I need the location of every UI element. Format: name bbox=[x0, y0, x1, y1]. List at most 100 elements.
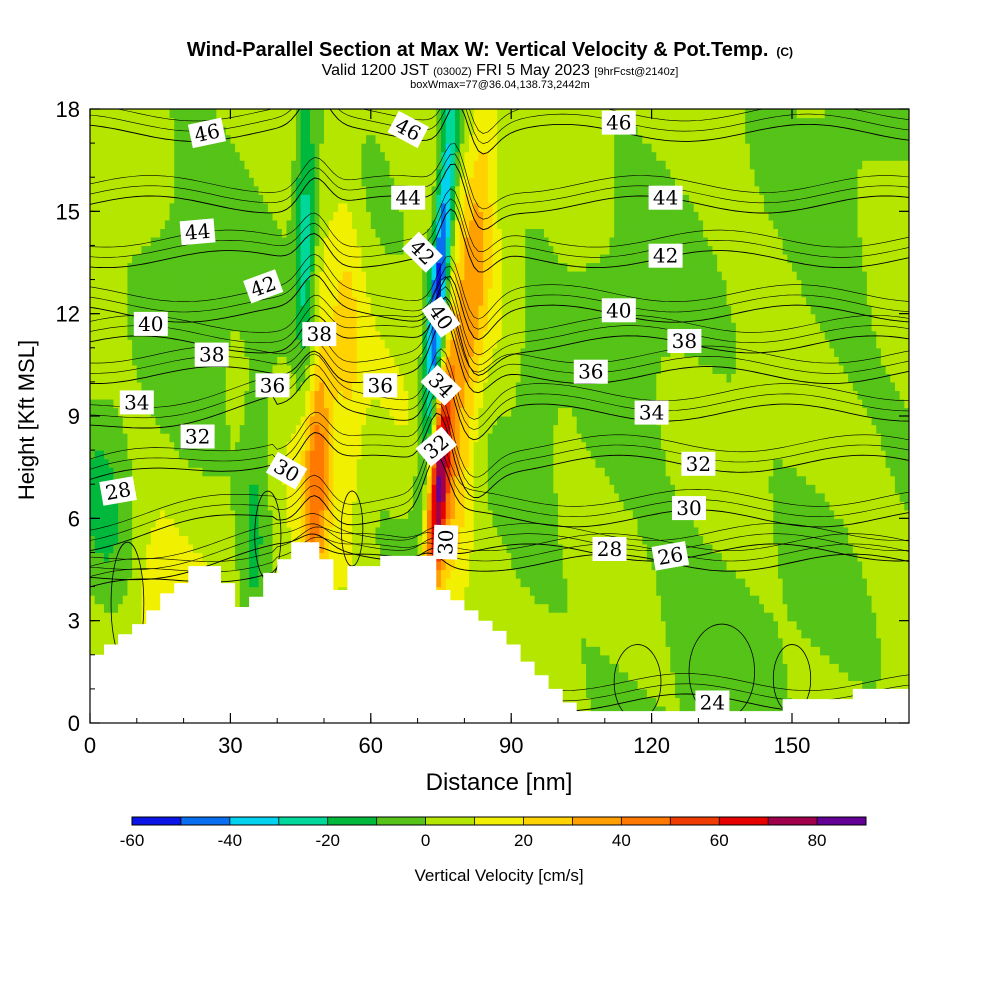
w-cell bbox=[141, 151, 147, 161]
w-cell bbox=[118, 228, 124, 238]
w-cell bbox=[108, 109, 114, 119]
w-cell bbox=[197, 160, 203, 170]
w-cell bbox=[122, 467, 129, 477]
w-cell bbox=[216, 458, 222, 468]
w-cell bbox=[333, 262, 339, 272]
w-cell bbox=[132, 109, 138, 119]
w-cell bbox=[328, 305, 334, 315]
w-cell bbox=[207, 262, 213, 272]
w-cell bbox=[272, 228, 278, 238]
w-cell bbox=[99, 288, 105, 298]
w-cell bbox=[221, 211, 227, 221]
w-cell bbox=[342, 236, 348, 247]
w-cell bbox=[389, 211, 395, 221]
w-cell bbox=[94, 433, 100, 443]
w-cell bbox=[394, 296, 400, 306]
w-cell bbox=[375, 322, 381, 332]
w-cell bbox=[90, 416, 96, 426]
w-cell bbox=[347, 364, 353, 374]
w-cell bbox=[127, 552, 133, 562]
w-cell bbox=[384, 347, 391, 357]
w-cell bbox=[104, 194, 110, 204]
w-cell bbox=[183, 296, 189, 306]
w-cell bbox=[108, 578, 114, 588]
w-cell bbox=[361, 347, 367, 357]
w-cell bbox=[132, 612, 138, 622]
w-cell bbox=[370, 202, 377, 212]
w-cell bbox=[202, 271, 208, 281]
w-cell bbox=[319, 245, 325, 255]
w-cell bbox=[361, 433, 367, 443]
w-cell bbox=[375, 279, 381, 289]
w-cell bbox=[174, 126, 180, 136]
w-cell bbox=[389, 253, 395, 264]
w-cell bbox=[286, 271, 292, 281]
w-cell bbox=[183, 253, 189, 264]
w-cell bbox=[160, 296, 166, 306]
w-cell bbox=[122, 578, 129, 588]
w-cell bbox=[216, 416, 222, 426]
w-cell bbox=[394, 416, 400, 426]
w-cell bbox=[366, 160, 372, 170]
w-cell bbox=[258, 484, 264, 494]
w-cell bbox=[146, 117, 152, 127]
w-cell bbox=[132, 168, 138, 178]
w-cell bbox=[286, 339, 292, 349]
w-cell bbox=[136, 433, 143, 443]
w-cell bbox=[150, 501, 157, 511]
w-cell bbox=[174, 339, 180, 349]
w-cell bbox=[183, 177, 189, 187]
w-cell bbox=[174, 313, 180, 323]
w-cell bbox=[127, 347, 133, 357]
w-cell bbox=[164, 569, 171, 579]
w-cell bbox=[249, 262, 255, 272]
w-cell bbox=[300, 450, 306, 460]
w-cell bbox=[221, 253, 227, 264]
w-cell bbox=[150, 347, 157, 357]
w-cell bbox=[398, 373, 405, 383]
w-cell bbox=[197, 245, 203, 255]
w-cell bbox=[160, 543, 166, 554]
w-cell bbox=[174, 185, 180, 195]
w-cell bbox=[211, 552, 217, 562]
w-cell bbox=[361, 458, 367, 468]
w-cell bbox=[249, 373, 255, 383]
w-cell bbox=[164, 492, 171, 502]
w-cell bbox=[90, 629, 96, 639]
w-cell bbox=[221, 194, 227, 204]
w-cell bbox=[113, 390, 119, 400]
w-cell bbox=[235, 407, 241, 417]
w-cell bbox=[384, 296, 391, 306]
w-cell bbox=[197, 364, 203, 374]
w-cell bbox=[132, 603, 138, 613]
w-cell bbox=[244, 458, 250, 468]
w-cell bbox=[347, 339, 353, 349]
w-cell bbox=[211, 398, 217, 409]
w-cell bbox=[408, 467, 414, 477]
w-cell bbox=[104, 296, 110, 306]
w-cell bbox=[221, 450, 227, 460]
w-cell bbox=[258, 433, 264, 443]
w-cell bbox=[183, 330, 189, 340]
w-cell bbox=[300, 313, 306, 323]
w-cell bbox=[295, 228, 302, 238]
w-cell bbox=[328, 450, 334, 460]
w-cell bbox=[314, 126, 320, 136]
w-cell bbox=[216, 330, 222, 340]
w-cell bbox=[146, 450, 152, 460]
w-cell bbox=[216, 424, 222, 434]
w-cell bbox=[356, 339, 363, 349]
w-cell bbox=[272, 194, 278, 204]
w-cell bbox=[192, 151, 199, 161]
w-cell bbox=[174, 279, 180, 289]
w-cell bbox=[132, 185, 138, 195]
w-cell bbox=[342, 518, 348, 528]
w-cell bbox=[160, 484, 166, 494]
w-cell bbox=[239, 177, 246, 187]
w-cell bbox=[324, 117, 330, 127]
w-cell bbox=[272, 535, 278, 545]
w-cell bbox=[225, 518, 231, 528]
w-cell bbox=[178, 416, 185, 426]
w-cell bbox=[324, 484, 330, 494]
w-cell bbox=[324, 151, 330, 161]
